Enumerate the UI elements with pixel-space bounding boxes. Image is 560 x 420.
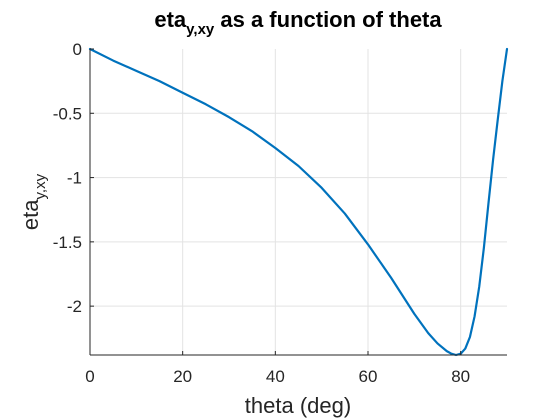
y-tick-label: -1.5 xyxy=(53,233,82,252)
x-axis-label: theta (deg) xyxy=(245,393,351,418)
y-tick-label: -1 xyxy=(67,169,82,188)
plot-area xyxy=(90,49,507,355)
title-subscript: y,xy xyxy=(186,21,215,38)
x-tick-label: 80 xyxy=(451,367,470,386)
y-tick-label: 0 xyxy=(73,40,82,59)
y-label-subscript: y,xy xyxy=(32,173,49,199)
y-tick-label: -2 xyxy=(67,297,82,316)
y-tick-label: -0.5 xyxy=(53,104,82,123)
x-tick-label: 0 xyxy=(85,367,94,386)
x-tick-label: 40 xyxy=(266,367,285,386)
y-label-main: eta xyxy=(18,199,43,230)
title-rest: as a function of theta xyxy=(214,7,442,32)
x-tick-label: 20 xyxy=(173,367,192,386)
title-main: eta xyxy=(154,7,187,32)
x-tick-label: 60 xyxy=(359,367,378,386)
